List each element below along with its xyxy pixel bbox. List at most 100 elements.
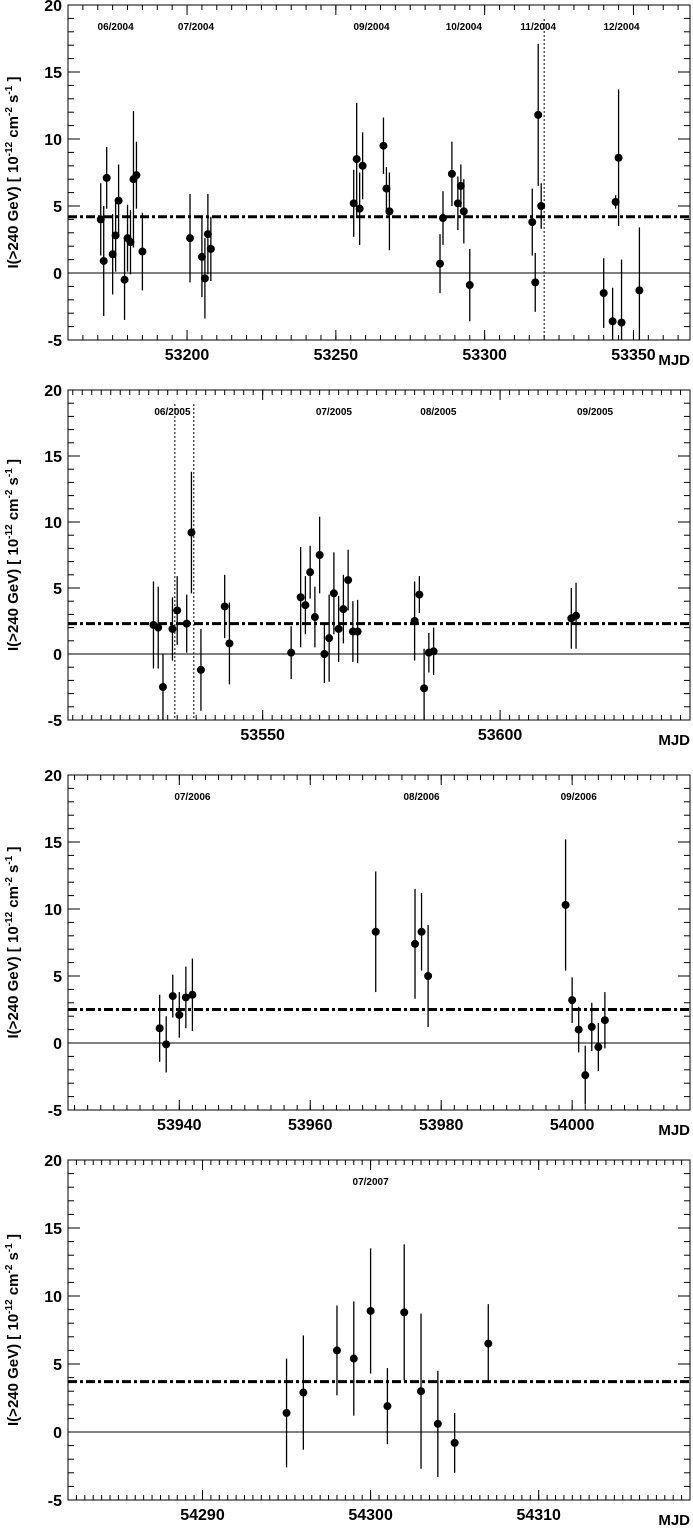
data-point: [534, 110, 543, 119]
data-point: [187, 528, 196, 537]
y-axis-title-part: -1: [4, 85, 15, 94]
data-point: [114, 196, 123, 205]
data-point: [429, 647, 438, 656]
plot-frame: [67, 1159, 691, 1501]
y-axis-title-part: s: [5, 95, 22, 108]
x-tick-label: 54310: [516, 1507, 561, 1524]
x-tick-label: 54300: [348, 1507, 393, 1524]
data-point: [315, 551, 324, 559]
data-point: [99, 256, 108, 265]
data-point: [225, 639, 234, 648]
y-tick-label: 20: [44, 1153, 62, 1170]
data-point: [206, 244, 215, 253]
data-point: [353, 627, 362, 636]
y-tick-label: 0: [53, 1425, 62, 1442]
data-point: [379, 141, 388, 150]
data-point: [162, 1040, 171, 1049]
data-point: [188, 990, 197, 999]
data-point: [465, 281, 474, 290]
data-point: [126, 238, 135, 247]
y-tick-label: 0: [53, 647, 62, 664]
y-axis-title-part: cm: [5, 886, 22, 912]
plot-frame: [67, 774, 691, 1111]
x-tick-label: 53960: [288, 1117, 333, 1134]
month-label: 07/2004: [178, 22, 215, 33]
month-label: 08/2006: [403, 792, 440, 803]
y-axis-title-part: -1: [4, 468, 15, 477]
data-point: [581, 1071, 590, 1080]
data-point: [572, 611, 581, 620]
y-axis-title-part: cm: [5, 1274, 22, 1300]
data-point: [181, 993, 190, 1002]
y-tick-label: 0: [53, 266, 62, 283]
data-point: [447, 169, 456, 178]
y-tick-label: 5: [53, 199, 62, 216]
data-point: [173, 606, 182, 615]
y-axis-title-part: ]: [5, 77, 22, 86]
data-point: [296, 593, 305, 602]
y-tick-label: 5: [53, 969, 62, 986]
y-axis-title-part: I(>240 GeV) [ 10: [5, 539, 22, 651]
data-point: [415, 590, 424, 599]
data-point: [438, 214, 447, 223]
data-point: [158, 683, 167, 691]
data-point: [220, 602, 229, 611]
data-point: [344, 576, 353, 585]
y-tick-label: 20: [44, 768, 62, 785]
data-point: [132, 171, 141, 180]
y-tick-label: 10: [44, 132, 62, 149]
month-label: 06/2005: [154, 407, 191, 418]
data-point: [325, 634, 334, 643]
month-label: 09/2004: [353, 22, 390, 33]
data-point: [154, 623, 163, 632]
y-tick-label: -5: [48, 1103, 62, 1120]
data-point: [366, 1306, 375, 1315]
y-tick-label: -5: [48, 713, 62, 730]
x-tick-label: 53250: [314, 347, 359, 364]
data-point: [332, 1346, 341, 1355]
x-tick-label: 53350: [611, 347, 656, 364]
y-tick-label: 20: [44, 0, 62, 15]
y-axis-title-part: cm: [5, 499, 22, 525]
data-point: [410, 617, 419, 625]
month-label: 06/2004: [98, 22, 135, 33]
data-point: [608, 317, 617, 326]
data-point: [450, 1438, 459, 1447]
x-axis-title: MJD: [658, 352, 690, 369]
data-point: [168, 624, 177, 633]
data-point: [358, 161, 367, 170]
y-axis-title: I(>240 GeV) [ 10-12 cm-2 s-1 ]: [4, 1234, 22, 1426]
data-point: [385, 207, 394, 216]
month-label: 11/2004: [520, 22, 556, 33]
y-axis-title-part: -12: [4, 141, 15, 156]
y-axis-title: I(>240 GeV) [ 10-12 cm-2 s-1 ]: [4, 847, 22, 1039]
x-tick-label: 54000: [550, 1117, 595, 1134]
month-label: 09/2006: [561, 792, 598, 803]
x-axis-title: MJD: [658, 1122, 690, 1139]
data-point: [383, 1402, 392, 1411]
data-point: [531, 278, 540, 287]
data-point: [600, 1016, 609, 1025]
y-axis-title-part: I(>240 GeV) [ 10: [5, 156, 22, 268]
data-point: [138, 247, 147, 256]
y-tick-label: 15: [44, 1221, 62, 1238]
y-axis-title-part: s: [5, 477, 22, 490]
y-axis-title-part: I(>240 GeV) [ 10: [5, 926, 22, 1038]
chart-panel-3: 53940 53960 53980 54000 -5 0 5 10 15 20 07/2006 08/…: [4, 768, 691, 1139]
data-point: [528, 218, 537, 227]
data-point: [459, 207, 468, 216]
y-tick-label: 5: [53, 581, 62, 598]
data-point: [102, 173, 111, 182]
month-label: 12/2004: [603, 22, 640, 33]
data-point: [594, 1043, 603, 1052]
x-tick-label: 53550: [240, 727, 285, 744]
data-point: [614, 153, 623, 162]
data-point: [282, 1408, 291, 1417]
y-axis-title-part: I(>240 GeV) [ 10: [5, 1314, 22, 1426]
data-point: [484, 1339, 493, 1348]
y-tick-label: -5: [48, 1493, 62, 1510]
data-point: [186, 234, 195, 243]
month-label: 10/2004: [446, 22, 483, 33]
data-point: [349, 1354, 358, 1363]
